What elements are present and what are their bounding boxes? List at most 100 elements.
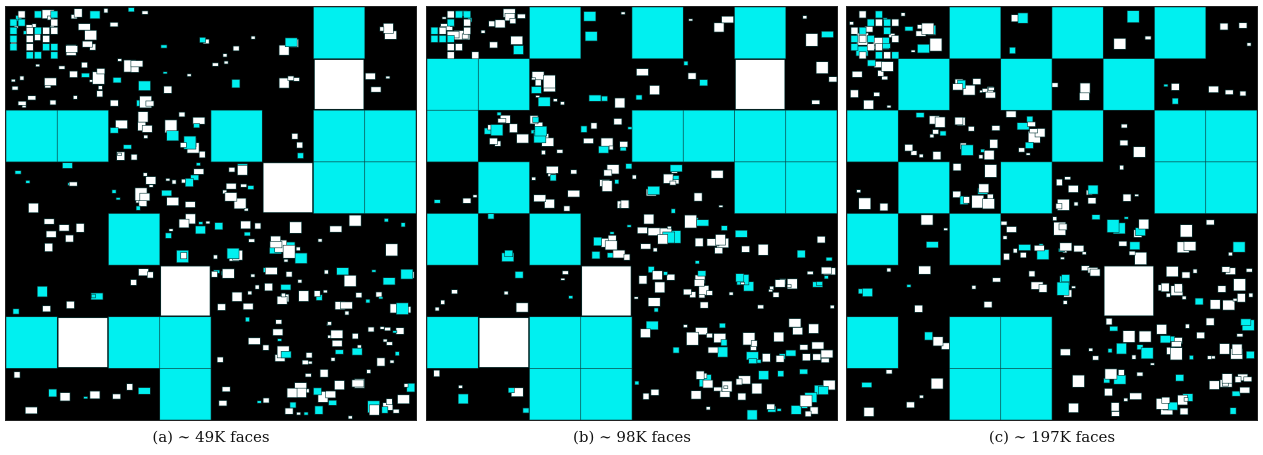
sub-block: [626, 224, 632, 228]
sub-block: [683, 288, 692, 296]
sub-block: [1134, 193, 1139, 197]
sub-block: [385, 75, 391, 79]
sub-block: [1138, 219, 1150, 230]
sub-block: [535, 95, 540, 98]
sub-block: [768, 289, 773, 293]
sub-block: [226, 248, 240, 259]
sub-block: [531, 86, 542, 94]
sub-block: [808, 323, 819, 334]
sub-block: [109, 22, 119, 27]
dense-block: [631, 109, 684, 163]
sub-block: [707, 346, 719, 354]
sub-block: [891, 51, 900, 60]
sub-block: [699, 79, 708, 87]
sub-block: [166, 197, 179, 206]
sub-block: [553, 98, 558, 102]
sub-block: [1234, 376, 1242, 383]
sub-block: [705, 406, 711, 411]
sub-block: [509, 18, 517, 24]
sub-block: [1124, 216, 1129, 220]
sub-block: [1009, 47, 1016, 54]
sub-block: [313, 387, 322, 396]
sub-block: [910, 49, 916, 53]
sub-block: [513, 45, 524, 55]
sub-block: [604, 240, 618, 251]
sub-block: [383, 23, 394, 34]
sub-block: [606, 164, 620, 175]
sub-block: [1194, 297, 1204, 306]
sub-block: [138, 387, 151, 395]
sub-block: [111, 189, 117, 194]
sub-block: [31, 23, 37, 28]
sub-block: [723, 385, 729, 389]
sub-block: [488, 20, 495, 27]
dense-block: [734, 161, 787, 214]
sub-block: [1034, 245, 1045, 252]
sub-block: [135, 205, 141, 211]
sub-block: [254, 284, 260, 290]
sub-block: [929, 38, 943, 52]
sub-block: [324, 269, 329, 275]
sub-block: [861, 382, 873, 388]
sub-block: [620, 11, 626, 15]
sub-block: [471, 51, 480, 60]
sub-block: [713, 333, 727, 343]
sub-block: [244, 231, 251, 237]
sub-block: [588, 94, 602, 102]
sub-block: [365, 72, 376, 80]
dense-block: [580, 368, 633, 420]
sub-block: [863, 407, 875, 417]
dense-block: [949, 316, 1002, 369]
sub-block: [1061, 274, 1070, 283]
dense-block: [1000, 368, 1053, 420]
sub-block: [490, 124, 504, 136]
sub-block: [225, 183, 237, 190]
sub-block: [384, 218, 389, 223]
dense-block: [529, 7, 582, 59]
sub-block: [790, 405, 802, 415]
sub-block: [441, 16, 447, 20]
sub-block: [26, 43, 34, 51]
sub-block: [580, 125, 588, 133]
sub-block: [232, 45, 240, 52]
sub-block: [510, 35, 523, 45]
sub-block: [1092, 355, 1099, 361]
sub-block: [816, 281, 823, 286]
sub-block: [963, 196, 970, 204]
sub-block: [400, 269, 414, 280]
sub-block: [91, 293, 96, 299]
sub-block: [78, 23, 91, 31]
sub-block: [612, 249, 626, 259]
dense-block: [108, 213, 161, 266]
sub-block: [49, 99, 57, 106]
sub-block: [489, 41, 498, 49]
sub-block: [83, 396, 88, 399]
sub-block: [455, 43, 463, 51]
sub-block: [58, 65, 66, 70]
sub-block: [717, 346, 728, 358]
sub-block: [654, 281, 666, 293]
sub-block: [221, 386, 231, 392]
sub-block: [757, 244, 769, 256]
sub-block: [278, 44, 290, 56]
sub-block: [1026, 116, 1034, 123]
sub-block: [440, 299, 445, 305]
sub-block: [1150, 362, 1155, 366]
sub-block: [1071, 285, 1076, 289]
sub-block: [245, 317, 250, 322]
sub-block: [1129, 392, 1142, 400]
dense-block: [847, 213, 899, 266]
sub-block: [850, 35, 859, 43]
sub-block: [205, 220, 211, 225]
sub-block: [12, 308, 20, 315]
hmatrix-panel-a: [5, 6, 417, 421]
sub-block: [881, 75, 888, 81]
dense-block: [6, 109, 58, 163]
sub-block: [750, 340, 758, 347]
sub-block: [17, 10, 26, 19]
sub-block: [788, 318, 802, 328]
sub-block: [1246, 351, 1255, 359]
sub-block: [584, 31, 598, 42]
sub-block: [650, 389, 660, 396]
sub-block: [1012, 248, 1018, 254]
